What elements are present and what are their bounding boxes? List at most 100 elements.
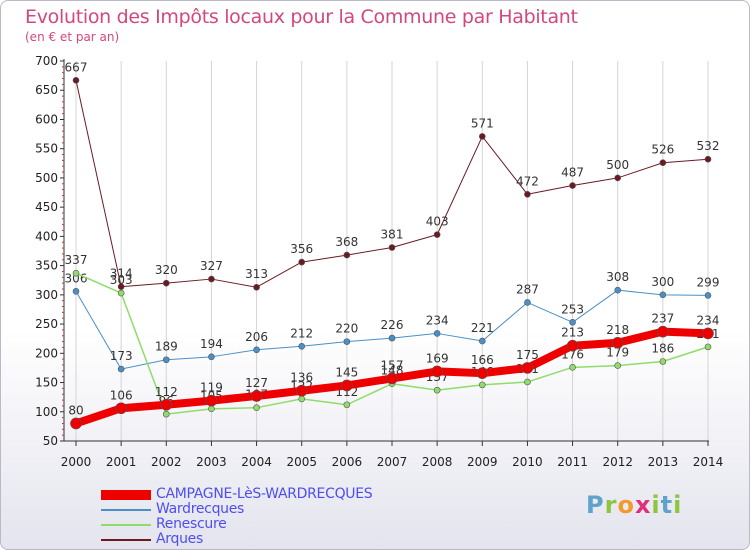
y-tick-label: 500 xyxy=(35,171,58,185)
data-point xyxy=(524,190,531,198)
data-label: 356 xyxy=(290,242,313,256)
data-label: 106 xyxy=(110,388,133,402)
data-label: 80 xyxy=(68,403,83,417)
data-label: 226 xyxy=(381,318,404,332)
data-label: 571 xyxy=(471,116,494,130)
data-point xyxy=(253,404,260,411)
legend-label: CAMPAGNE-LèS-WARDRECQUES xyxy=(156,486,373,502)
data-point xyxy=(72,76,80,84)
data-label: 320 xyxy=(155,263,178,277)
data-point xyxy=(162,410,170,418)
data-point xyxy=(388,334,396,342)
y-tick-label: 350 xyxy=(35,259,58,273)
data-label: 306 xyxy=(65,271,88,285)
data-point xyxy=(343,251,351,259)
data-label: 169 xyxy=(426,351,449,365)
data-label: 368 xyxy=(335,235,358,249)
data-point xyxy=(208,353,215,361)
data-point xyxy=(614,286,622,294)
data-point xyxy=(295,384,308,397)
data-label: 308 xyxy=(606,270,629,284)
y-tick-label: 700 xyxy=(35,54,58,68)
data-point xyxy=(611,336,624,349)
data-label: 194 xyxy=(200,337,223,351)
data-point xyxy=(298,342,306,350)
x-tick-label: 2013 xyxy=(648,455,679,469)
data-label: 253 xyxy=(561,302,584,316)
y-tick-label: 300 xyxy=(35,288,58,302)
x-tick-label: 2012 xyxy=(602,455,633,469)
legend-label: Renescure xyxy=(156,516,227,532)
data-label: 667 xyxy=(65,60,88,74)
x-tick-label: 2005 xyxy=(286,455,317,469)
data-label: 234 xyxy=(426,313,449,327)
data-label: 189 xyxy=(155,340,178,354)
logo-letter: t xyxy=(660,491,674,519)
data-label: 218 xyxy=(606,323,629,337)
data-point xyxy=(478,133,486,140)
data-label: 299 xyxy=(697,275,720,289)
x-tick-label: 2000 xyxy=(61,455,92,469)
data-point xyxy=(72,269,80,277)
data-label: 173 xyxy=(110,349,133,363)
data-point xyxy=(524,378,531,386)
legend-item: Arques xyxy=(101,532,372,547)
data-label: 175 xyxy=(516,348,539,362)
data-point xyxy=(704,292,712,299)
logo-letter: i xyxy=(651,491,661,519)
x-tick-label: 2004 xyxy=(241,455,272,469)
data-label: 157 xyxy=(381,358,404,372)
data-label: 237 xyxy=(651,312,674,326)
x-tick-label: 2001 xyxy=(106,455,137,469)
logo-letter: i xyxy=(673,491,683,519)
data-label: 327 xyxy=(200,259,223,273)
y-tick-label: 600 xyxy=(35,112,58,126)
data-label: 166 xyxy=(471,353,494,367)
y-tick-label: 150 xyxy=(35,376,58,390)
data-label: 112 xyxy=(155,385,178,399)
series-campagne-l-s-wardrecques: 80 106 112 119 127 136 145 157 169 166 175 213 218 23… xyxy=(68,312,719,430)
y-tick-label: 250 xyxy=(35,317,58,331)
x-tick-label: 2002 xyxy=(151,455,182,469)
data-label: 500 xyxy=(606,158,629,172)
data-label: 127 xyxy=(245,376,268,390)
y-tick-label: 400 xyxy=(35,229,58,243)
data-point xyxy=(702,327,714,340)
data-label: 179 xyxy=(606,346,629,360)
data-point xyxy=(117,365,125,373)
data-point xyxy=(298,395,306,403)
data-point xyxy=(476,367,489,379)
data-point xyxy=(478,337,486,345)
data-point xyxy=(208,405,215,413)
data-label: 381 xyxy=(381,227,404,241)
legend-swatch xyxy=(101,538,151,541)
data-point xyxy=(659,159,667,167)
data-label: 313 xyxy=(245,267,268,281)
legend-item: Renescure xyxy=(101,517,372,532)
data-label: 487 xyxy=(561,166,584,180)
data-point xyxy=(205,394,218,407)
data-label: 403 xyxy=(426,215,449,229)
data-point xyxy=(250,390,263,402)
legend-item: CAMPAGNE-LèS-WARDRECQUES xyxy=(101,486,373,502)
data-label: 221 xyxy=(471,321,494,335)
data-point xyxy=(162,356,170,364)
data-point xyxy=(614,362,622,369)
data-point xyxy=(162,279,170,287)
data-point xyxy=(115,402,127,415)
data-point xyxy=(70,417,82,430)
data-label: 526 xyxy=(651,143,674,157)
data-label: 337 xyxy=(65,253,88,267)
x-tick-label: 2010 xyxy=(512,455,543,469)
chart-subtitle: (en € et par an) xyxy=(25,30,120,44)
data-label: 314 xyxy=(110,267,133,281)
chart-legend: CAMPAGNE-LèS-WARDRECQUES Wardrecques Renes… xyxy=(101,486,373,547)
data-point xyxy=(72,288,80,295)
data-point xyxy=(659,291,667,299)
data-point xyxy=(117,289,125,297)
logo-letter: P xyxy=(586,491,605,519)
legend-item: Wardrecques xyxy=(101,502,372,517)
data-point xyxy=(343,401,351,409)
